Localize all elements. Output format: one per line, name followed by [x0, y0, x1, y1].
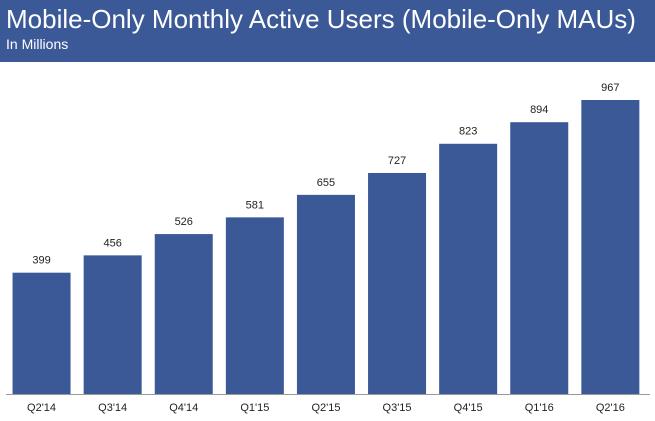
data-label: 727 — [388, 155, 406, 167]
data-label: 581 — [246, 199, 264, 211]
bar — [296, 194, 355, 394]
data-label: 967 — [601, 82, 619, 94]
x-tick-label: Q1'16 — [525, 402, 554, 414]
header: Mobile-Only Monthly Active Users (Mobile… — [0, 0, 655, 62]
bar — [225, 217, 284, 394]
x-tick-label: Q4'15 — [454, 402, 483, 414]
data-label: 456 — [103, 237, 121, 249]
chart-subtitle: In Millions — [6, 36, 69, 52]
x-tick-label: Q4'14 — [169, 402, 198, 414]
bar — [12, 272, 71, 394]
data-label: 399 — [32, 255, 50, 267]
x-tick-label: Q2'14 — [27, 402, 56, 414]
bar — [581, 100, 640, 394]
bar — [154, 234, 213, 394]
bar — [83, 255, 142, 394]
x-tick-label: Q1'15 — [240, 402, 269, 414]
x-tick-label: Q3'15 — [383, 402, 412, 414]
bar — [368, 172, 427, 394]
chart-title: Mobile-Only Monthly Active Users (Mobile… — [6, 4, 636, 34]
x-tick-label: Q2'15 — [311, 402, 340, 414]
data-label: 823 — [459, 126, 477, 138]
x-tick-label: Q2'16 — [596, 402, 625, 414]
bar — [510, 122, 569, 395]
bar — [439, 143, 498, 394]
x-tick-label: Q3'14 — [98, 402, 127, 414]
data-label: 655 — [317, 177, 335, 189]
data-label: 894 — [530, 104, 548, 116]
data-label: 526 — [175, 216, 193, 228]
